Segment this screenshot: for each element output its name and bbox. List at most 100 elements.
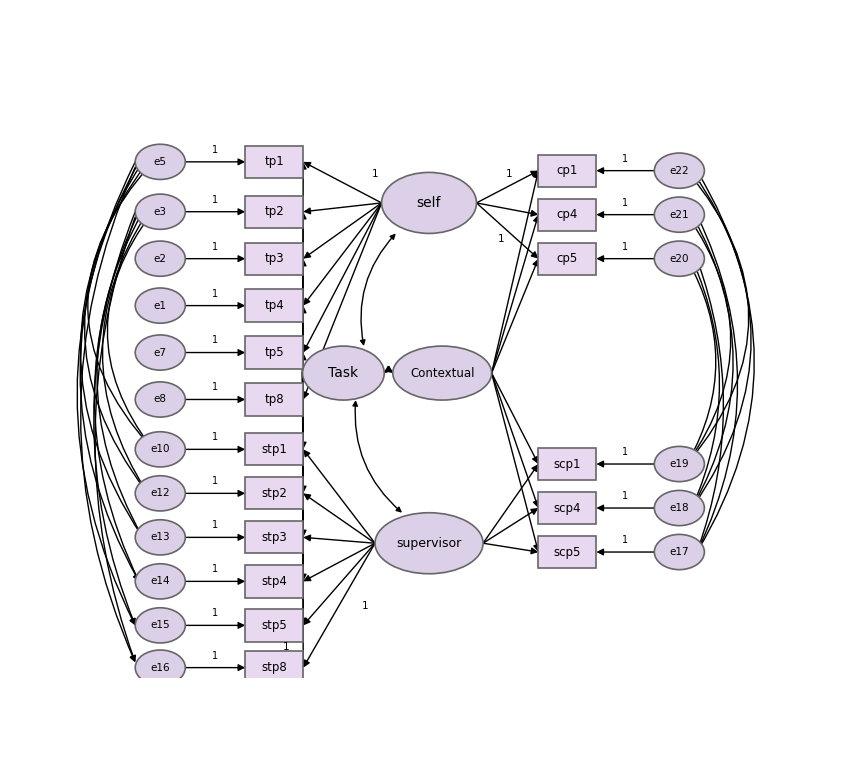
FancyBboxPatch shape bbox=[246, 383, 303, 415]
Text: tp1: tp1 bbox=[264, 155, 284, 168]
Text: tp4: tp4 bbox=[264, 299, 284, 312]
Text: 1: 1 bbox=[283, 642, 289, 652]
Text: 1: 1 bbox=[498, 234, 505, 245]
Ellipse shape bbox=[135, 564, 185, 599]
FancyBboxPatch shape bbox=[538, 155, 597, 187]
Text: stp4: stp4 bbox=[261, 575, 287, 588]
Text: scp5: scp5 bbox=[553, 546, 581, 559]
Text: stp8: stp8 bbox=[261, 661, 287, 674]
FancyBboxPatch shape bbox=[246, 610, 303, 642]
Ellipse shape bbox=[654, 197, 705, 232]
Text: 1: 1 bbox=[622, 197, 628, 207]
Text: scp4: scp4 bbox=[553, 501, 581, 514]
Ellipse shape bbox=[135, 288, 185, 323]
Ellipse shape bbox=[375, 513, 483, 574]
Text: e12: e12 bbox=[150, 488, 170, 498]
FancyBboxPatch shape bbox=[538, 199, 597, 231]
Text: 1: 1 bbox=[212, 476, 218, 486]
Ellipse shape bbox=[654, 447, 705, 482]
Text: e3: e3 bbox=[154, 207, 167, 216]
Text: tp8: tp8 bbox=[264, 393, 284, 406]
FancyBboxPatch shape bbox=[538, 536, 597, 568]
Text: 1: 1 bbox=[212, 651, 218, 661]
Text: 1: 1 bbox=[506, 168, 513, 178]
Text: 1: 1 bbox=[212, 194, 218, 205]
FancyBboxPatch shape bbox=[246, 336, 303, 369]
FancyBboxPatch shape bbox=[246, 652, 303, 684]
Text: stp5: stp5 bbox=[261, 619, 287, 632]
Ellipse shape bbox=[135, 382, 185, 417]
Text: cp1: cp1 bbox=[557, 164, 578, 177]
Text: e17: e17 bbox=[670, 547, 689, 557]
Text: Task: Task bbox=[328, 366, 359, 380]
FancyBboxPatch shape bbox=[538, 242, 597, 275]
Ellipse shape bbox=[654, 534, 705, 570]
Ellipse shape bbox=[303, 346, 384, 400]
Text: 1: 1 bbox=[212, 242, 218, 251]
Ellipse shape bbox=[135, 475, 185, 511]
Text: 1: 1 bbox=[362, 601, 368, 611]
Text: stp3: stp3 bbox=[261, 531, 287, 544]
Text: tp3: tp3 bbox=[264, 252, 284, 265]
Text: e5: e5 bbox=[154, 157, 167, 167]
Text: 1: 1 bbox=[212, 608, 218, 618]
Text: e2: e2 bbox=[154, 254, 167, 264]
Text: e21: e21 bbox=[670, 210, 689, 219]
FancyBboxPatch shape bbox=[246, 196, 303, 228]
FancyBboxPatch shape bbox=[246, 477, 303, 510]
Ellipse shape bbox=[135, 432, 185, 467]
Text: stp1: stp1 bbox=[261, 443, 287, 456]
Ellipse shape bbox=[135, 335, 185, 370]
Text: cp4: cp4 bbox=[557, 208, 578, 221]
Text: supervisor: supervisor bbox=[396, 536, 462, 549]
Ellipse shape bbox=[135, 650, 185, 685]
FancyBboxPatch shape bbox=[246, 434, 303, 466]
Ellipse shape bbox=[654, 153, 705, 188]
Text: e18: e18 bbox=[670, 503, 689, 513]
FancyBboxPatch shape bbox=[246, 146, 303, 178]
Text: 1: 1 bbox=[212, 565, 218, 575]
Ellipse shape bbox=[135, 194, 185, 229]
Text: e15: e15 bbox=[150, 620, 170, 630]
Text: 1: 1 bbox=[212, 289, 218, 299]
Text: 1: 1 bbox=[212, 520, 218, 530]
Text: e8: e8 bbox=[154, 395, 167, 405]
Text: 1: 1 bbox=[212, 145, 218, 155]
Text: 1: 1 bbox=[622, 535, 628, 545]
Text: 1: 1 bbox=[212, 383, 218, 392]
Text: e1: e1 bbox=[154, 300, 167, 311]
Text: e22: e22 bbox=[670, 165, 689, 176]
Text: 1: 1 bbox=[622, 447, 628, 457]
FancyBboxPatch shape bbox=[246, 242, 303, 275]
Text: 1: 1 bbox=[371, 168, 378, 178]
Ellipse shape bbox=[393, 346, 491, 400]
Ellipse shape bbox=[654, 241, 705, 277]
Text: e16: e16 bbox=[150, 663, 170, 673]
Ellipse shape bbox=[135, 520, 185, 555]
Text: tp2: tp2 bbox=[264, 205, 284, 218]
Text: cp5: cp5 bbox=[557, 252, 578, 265]
Text: 1: 1 bbox=[622, 242, 628, 251]
Text: 1: 1 bbox=[212, 432, 218, 442]
Text: stp2: stp2 bbox=[261, 487, 287, 500]
Text: Contextual: Contextual bbox=[410, 367, 474, 379]
Ellipse shape bbox=[382, 172, 477, 233]
Ellipse shape bbox=[135, 241, 185, 277]
Text: e10: e10 bbox=[150, 444, 170, 454]
Text: e19: e19 bbox=[670, 459, 689, 469]
Text: e20: e20 bbox=[670, 254, 689, 264]
FancyBboxPatch shape bbox=[246, 521, 303, 553]
Text: 1: 1 bbox=[212, 335, 218, 345]
Text: 1: 1 bbox=[622, 154, 628, 164]
Text: e13: e13 bbox=[150, 533, 170, 543]
Text: 1: 1 bbox=[622, 491, 628, 501]
FancyBboxPatch shape bbox=[538, 448, 597, 480]
Text: e14: e14 bbox=[150, 576, 170, 587]
Ellipse shape bbox=[135, 608, 185, 643]
Text: e7: e7 bbox=[154, 347, 167, 357]
Text: self: self bbox=[416, 196, 441, 210]
Text: tp5: tp5 bbox=[264, 346, 284, 359]
Text: scp1: scp1 bbox=[553, 457, 581, 470]
Ellipse shape bbox=[654, 491, 705, 526]
FancyBboxPatch shape bbox=[538, 492, 597, 524]
